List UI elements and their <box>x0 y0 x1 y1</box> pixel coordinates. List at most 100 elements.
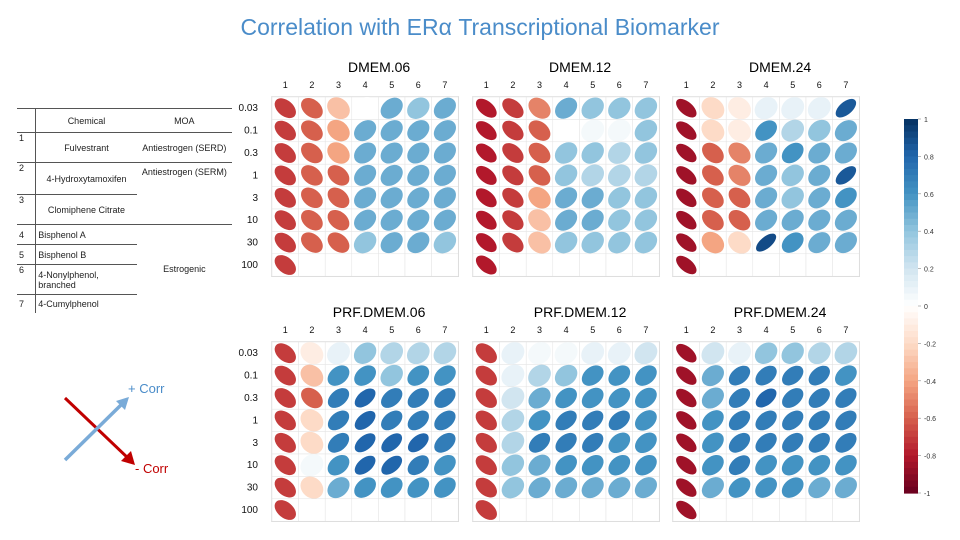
correlation-ellipse <box>354 433 376 453</box>
correlation-ellipse <box>407 142 430 164</box>
correlation-ellipse <box>354 388 376 408</box>
correlation-ellipse <box>554 142 578 164</box>
correlation-ellipse <box>502 98 524 119</box>
correlation-ellipse <box>581 454 604 476</box>
correlation-ellipse <box>607 342 631 365</box>
correlation-ellipse <box>475 98 497 118</box>
chemical-name: 4-Cumylphenol <box>38 298 99 309</box>
correlation-ellipse <box>327 97 350 120</box>
colorbar-segment <box>904 224 918 232</box>
correlation-ellipse <box>728 388 751 408</box>
correlation-ellipse <box>676 143 697 163</box>
heatmap-cell <box>351 498 379 522</box>
correlation-ellipse <box>701 365 724 387</box>
correlation-ellipse <box>676 98 697 118</box>
correlation-ellipse <box>434 432 456 453</box>
colorbar-label: 1 <box>924 117 928 124</box>
x-tick-label: 2 <box>510 325 515 335</box>
heatmap-cell <box>378 498 406 522</box>
colorbar-segment <box>904 368 918 376</box>
colorbar-segment <box>904 306 918 313</box>
correlation-ellipse <box>835 388 857 408</box>
moa-header: MOA <box>136 108 232 133</box>
correlation-ellipse <box>701 97 725 120</box>
colorbar-segment <box>904 206 918 214</box>
correlation-ellipse <box>274 343 296 364</box>
correlation-ellipse <box>353 231 377 254</box>
correlation-ellipse <box>581 142 604 164</box>
positive-arrow <box>63 400 126 462</box>
x-tick-label: 7 <box>442 80 447 90</box>
row-num: 4 <box>17 224 37 245</box>
x-tick-label: 4 <box>363 325 368 335</box>
y-tick-label: 0.03 <box>239 103 259 114</box>
correlation-ellipse <box>835 98 857 118</box>
correlation-ellipse <box>808 209 831 231</box>
x-tick-label: 1 <box>684 80 689 90</box>
colorbar-segment <box>904 137 918 145</box>
correlation-ellipse <box>433 142 456 164</box>
correlation-ellipse <box>380 364 403 387</box>
correlation-ellipse <box>327 142 350 164</box>
correlation-ellipse <box>380 209 403 231</box>
heatmap-cell <box>404 253 432 277</box>
correlation-ellipse <box>381 455 403 475</box>
colorbar-segment <box>904 436 918 444</box>
correlation-ellipse <box>808 187 831 209</box>
heatmap-cell <box>525 253 554 277</box>
correlation-ellipse <box>354 164 377 186</box>
negative-corr-label: - Corr <box>135 461 169 476</box>
correlation-ellipse <box>808 142 831 164</box>
row-num: 3 <box>17 194 37 225</box>
correlation-ellipse <box>353 97 377 120</box>
heatmap-cell <box>779 253 807 277</box>
correlation-ellipse <box>554 164 578 187</box>
correlation-ellipse <box>608 97 631 119</box>
correlation-ellipse <box>635 410 657 431</box>
heatmap-cell <box>499 253 527 277</box>
correlation-ellipse <box>327 410 350 431</box>
correlation-ellipse <box>407 187 430 209</box>
correlation-ellipse <box>501 454 525 476</box>
correlation-ellipse <box>327 187 350 209</box>
correlation-ellipse <box>300 454 324 477</box>
heatmap-cell <box>752 498 780 522</box>
correlation-ellipse <box>528 342 551 365</box>
x-tick-label: 6 <box>416 325 421 335</box>
correlation-ellipse <box>301 387 323 409</box>
correlation-ellipse <box>608 454 631 476</box>
correlation-ellipse <box>808 432 830 453</box>
heatmap-cell <box>605 253 633 277</box>
correlation-ellipse <box>608 477 631 499</box>
correlation-ellipse <box>380 232 403 254</box>
colorbar-segment <box>904 193 918 201</box>
correlation-ellipse <box>407 410 429 431</box>
row-num: 7 <box>17 294 37 313</box>
correlation-ellipse <box>676 188 697 208</box>
colorbar-segment <box>904 243 918 251</box>
x-tick-label: 5 <box>790 80 795 90</box>
correlation-ellipse <box>701 477 724 499</box>
correlation-ellipse <box>755 410 777 431</box>
correlation-ellipse <box>380 120 403 142</box>
correlation-ellipse <box>607 164 631 187</box>
correlation-ellipse <box>327 209 350 231</box>
colorbar-label: -0.2 <box>924 341 936 348</box>
correlation-ellipse <box>808 388 830 408</box>
colorbar-segment <box>904 274 918 282</box>
correlation-ellipse <box>702 187 724 209</box>
correlation-ellipse <box>501 431 525 454</box>
y-tick-label: 0.1 <box>244 126 258 137</box>
correlation-ellipse <box>327 165 350 186</box>
heatmap-cell <box>298 498 326 522</box>
correlation-ellipse <box>407 455 429 476</box>
correlation-ellipse <box>608 432 631 454</box>
correlation-ellipse <box>607 142 631 164</box>
correlation-ellipse <box>676 366 697 385</box>
panel-title: DMEM.12 <box>549 59 611 75</box>
correlation-ellipse <box>608 365 631 386</box>
correlation-ellipse <box>555 187 578 209</box>
correlation-ellipse <box>434 454 456 476</box>
colorbar-segment <box>904 486 918 494</box>
correlation-ellipse <box>676 210 697 230</box>
